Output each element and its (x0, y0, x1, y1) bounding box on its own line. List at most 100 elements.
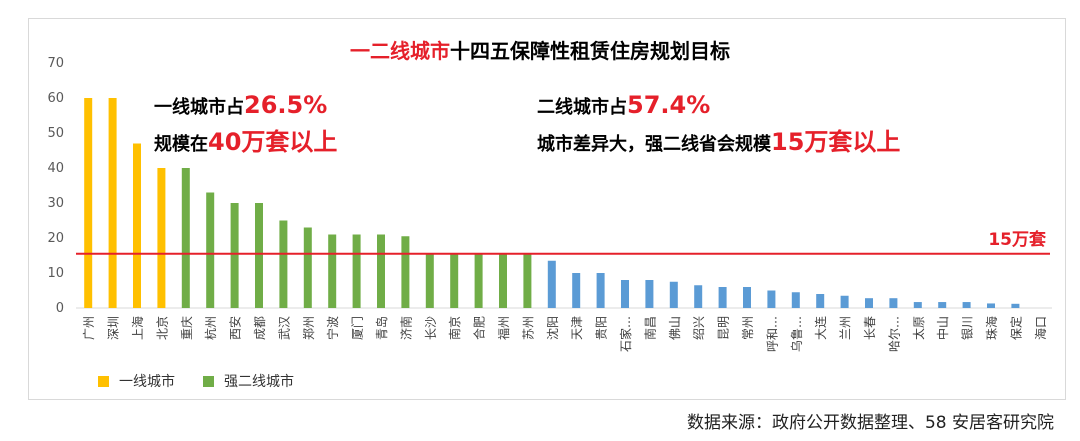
x-tick-label: 西安 (228, 316, 243, 340)
bar-24 (645, 280, 654, 308)
bar-29 (767, 290, 776, 308)
source-note: 数据来源：政府公开数据整理、58 安居客研究院 (686, 413, 1054, 433)
legend-swatch-strong-tier2 (203, 375, 214, 387)
bar-37 (962, 302, 971, 308)
bar-7 (230, 203, 239, 308)
y-tick-label: 50 (47, 126, 64, 141)
tier2-annotation: 二线城市占57.4% 城市差异大，强二线省会规模15万套以上 (537, 88, 900, 162)
bar-8 (255, 203, 263, 308)
tier1-scale-prefix: 规模在 (154, 134, 208, 155)
x-tick-label: 广州 (82, 316, 96, 340)
bar-12 (352, 234, 361, 308)
bar-33 (865, 298, 873, 308)
bar-5 (181, 168, 190, 308)
tier1-share-prefix: 一线城市占 (154, 97, 244, 118)
x-tick-label: 天津 (570, 316, 584, 340)
bar-31 (816, 294, 825, 308)
bar-15 (425, 253, 434, 308)
x-tick-label: 海口 (1033, 316, 1048, 340)
x-tick-label: 太原 (911, 316, 926, 340)
bar-34 (889, 298, 898, 308)
x-tick-label: 大连 (813, 316, 828, 340)
bar-38 (987, 303, 995, 308)
bar-13 (377, 234, 385, 308)
x-tick-label: 佛山 (668, 316, 682, 340)
x-tick-label: 济南 (398, 316, 413, 340)
bar-32 (840, 295, 849, 308)
x-tick-label: 哈尔… (886, 316, 901, 352)
x-tick-label: 中山 (935, 316, 950, 340)
legend-label-strong-tier2: 强二线城市 (224, 374, 294, 390)
y-tick-label: 70 (47, 56, 64, 71)
x-tick-label: 郑州 (301, 316, 316, 340)
chart-title-rest: 十四五保障性租赁住房规划目标 (450, 39, 730, 63)
x-tick-label: 成都 (253, 316, 267, 340)
bar-6 (206, 192, 215, 308)
bar-16 (450, 253, 459, 308)
x-tick-label: 合肥 (472, 316, 487, 340)
x-tick-label: 沈阳 (545, 316, 560, 340)
bar-17 (474, 253, 483, 308)
bar-28 (743, 287, 751, 308)
x-tick-label: 苏州 (521, 316, 535, 340)
x-tick-label: 长春 (863, 316, 877, 340)
x-tick-label: 石家… (618, 316, 633, 352)
x-tick-label: 南京 (447, 316, 462, 340)
y-tick-label: 10 (47, 266, 64, 281)
x-tick-label: 南昌 (642, 316, 657, 340)
reference-line-label: 15万套 (988, 229, 1047, 250)
y-tick-label: 20 (47, 231, 64, 246)
bar-22 (596, 273, 605, 308)
x-tick-label: 昆明 (717, 316, 731, 340)
bar-27 (718, 287, 727, 308)
legend-swatch-tier1 (98, 375, 109, 387)
x-tick-label: 厦门 (350, 316, 365, 340)
y-tick-label: 60 (47, 91, 64, 106)
bar-30 (791, 292, 800, 308)
x-tick-label: 长沙 (424, 316, 438, 340)
x-tick-label: 常州 (741, 316, 755, 340)
chart-title-highlight: 一二线城市 (350, 39, 450, 63)
bar-18 (499, 253, 507, 308)
bar-36 (938, 302, 947, 308)
x-tick-label: 杭州 (203, 316, 218, 340)
bar-23 (621, 280, 629, 308)
tier1-scale-value: 40万套以上 (208, 128, 338, 156)
bar-3 (133, 143, 141, 308)
bar-39 (1011, 303, 1020, 308)
x-tick-label: 乌鲁… (789, 316, 804, 352)
bar-21 (572, 273, 581, 308)
tier2-share-value: 57.4% (627, 91, 711, 119)
bar-20 (547, 260, 556, 308)
y-tick-label: 0 (56, 301, 64, 316)
chart-frame (28, 18, 1066, 400)
bar-2 (108, 98, 117, 308)
x-tick-label: 绍兴 (692, 316, 706, 340)
x-tick-label: 兰州 (839, 316, 853, 340)
bar-10 (303, 227, 312, 308)
y-tick-label: 40 (47, 161, 64, 176)
x-tick-label: 重庆 (180, 316, 194, 340)
bar-26 (694, 285, 703, 308)
bar-35 (913, 302, 922, 308)
chart-title: 一二线城市十四五保障性租赁住房规划目标 (0, 35, 1080, 64)
bar-14 (401, 236, 410, 308)
tier1-annotation: 一线城市占26.5% 规模在40万套以上 (154, 88, 337, 162)
tier2-share-prefix: 二线城市占 (537, 97, 627, 118)
tier2-scale-prefix: 城市差异大，强二线省会规模 (537, 134, 771, 155)
legend-label-tier1: 一线城市 (119, 374, 175, 390)
x-tick-label: 武汉 (277, 316, 291, 340)
legend-item-tier1: 一线城市 (98, 371, 175, 391)
x-tick-label: 保定 (1008, 316, 1023, 340)
bar-19 (523, 253, 532, 308)
bar-9 (279, 220, 288, 308)
x-tick-label: 珠海 (984, 316, 999, 340)
x-tick-label: 上海 (130, 316, 145, 340)
legend-item-strong-tier2: 强二线城市 (203, 371, 294, 391)
bar-25 (669, 281, 678, 308)
bar-1 (84, 98, 93, 308)
x-tick-label: 深圳 (107, 316, 121, 340)
x-tick-label: 宁波 (325, 316, 340, 340)
x-tick-label: 呼和… (765, 316, 779, 352)
x-tick-label: 青岛 (374, 316, 389, 340)
